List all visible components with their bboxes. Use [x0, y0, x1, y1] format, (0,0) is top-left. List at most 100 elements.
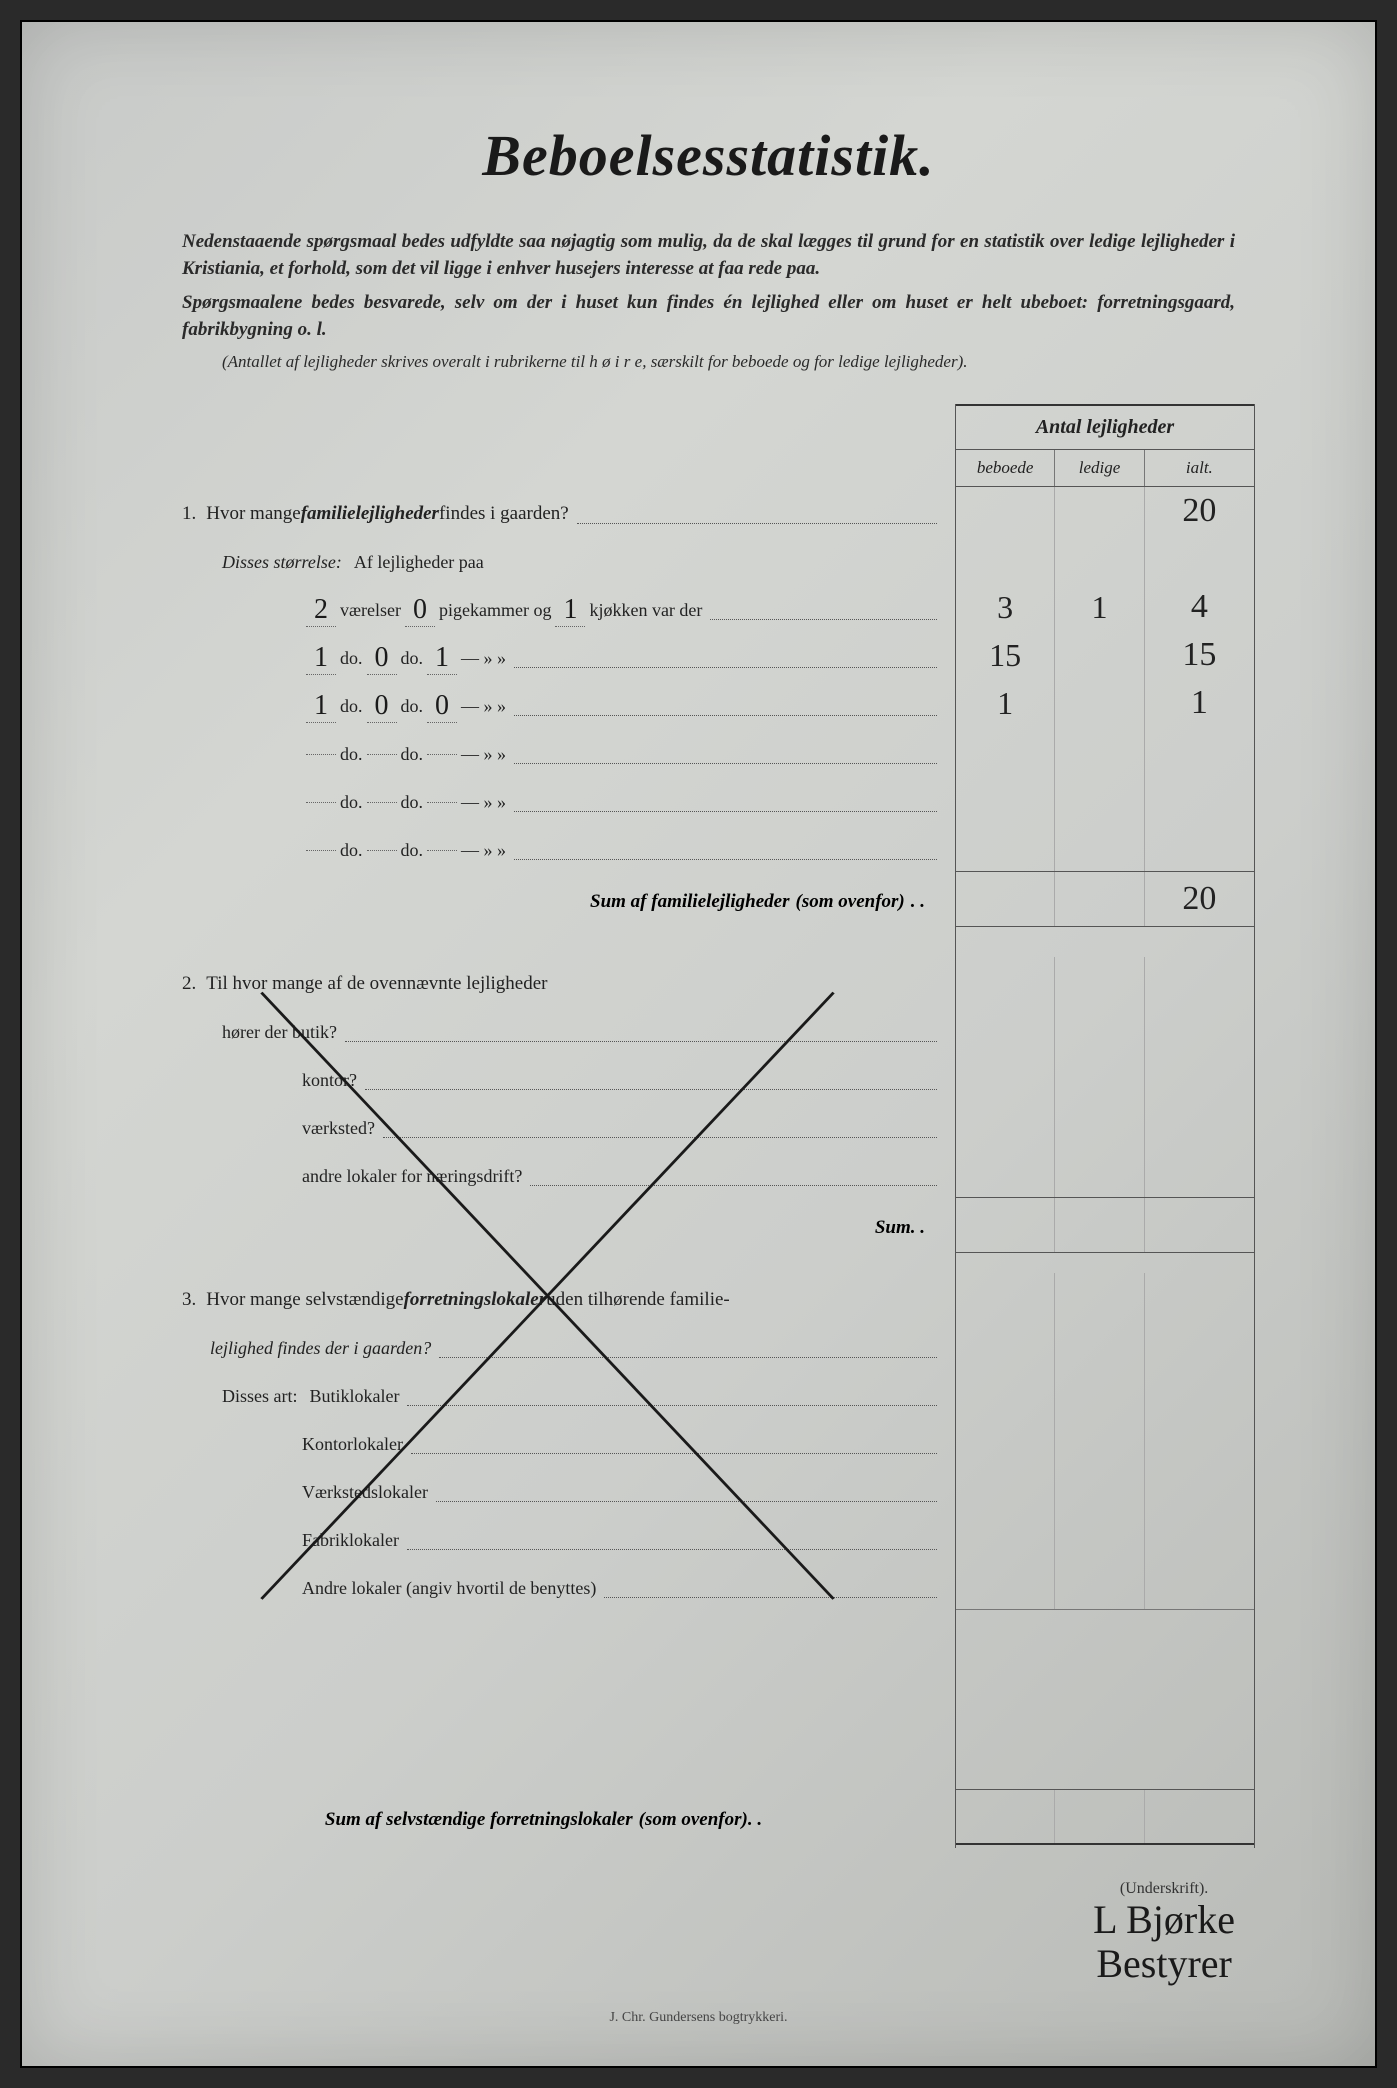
- q3-r0: [956, 1273, 1254, 1321]
- q2-sum-data: [956, 1197, 1254, 1253]
- q1-ialt: 20: [1145, 487, 1254, 535]
- r4-p: [367, 754, 397, 755]
- w-do: do.: [401, 648, 424, 669]
- q2-r3: [956, 1101, 1254, 1149]
- r6-p: [367, 850, 397, 851]
- dot-leader: [514, 763, 937, 764]
- document-page: Beboelsesstatistik. Nedenstaaende spørgs…: [20, 20, 1377, 2068]
- q1-sum-i: 20: [1145, 872, 1254, 926]
- intro-note: (Antallet af lejligheder skrives overalt…: [162, 351, 1255, 374]
- q2-l3: værksted?: [162, 1104, 945, 1152]
- dot-leader: [514, 859, 937, 860]
- r6-k: [427, 850, 457, 851]
- q3-r6: [956, 1561, 1254, 1609]
- r5-v: [306, 802, 336, 803]
- w-do: do.: [340, 744, 363, 765]
- r3-tail: — » »: [461, 696, 506, 717]
- q1-num: 1.: [182, 503, 196, 525]
- signature-line2: Bestyrer: [1093, 1942, 1235, 1986]
- r6-tail: — » »: [461, 840, 506, 861]
- spacer: [956, 535, 1254, 583]
- r3i: 1: [1145, 679, 1254, 727]
- table-subheader: beboede ledige ialt.: [956, 450, 1254, 487]
- r2b: 15: [956, 631, 1055, 679]
- r6-v: [306, 850, 336, 851]
- q3-a: Hvor mange selvstændige: [206, 1289, 403, 1311]
- r3-data: 1 1: [956, 679, 1254, 727]
- dot-leader: [577, 523, 937, 524]
- q1-size-label-line: Disses størrelse: Af lejligheder paa: [162, 538, 945, 586]
- q3-l4: Fabriklokaler: [302, 1530, 399, 1551]
- signature-label: (Underskrift).: [1093, 1880, 1235, 1898]
- content-wrap: 1. Hvor mange familielejligheder findes …: [162, 404, 1255, 1848]
- dot-leader: [345, 1041, 937, 1042]
- table-header: Antal lejligheder: [956, 404, 1254, 450]
- q3-r5: [956, 1513, 1254, 1561]
- q3-sum: Sum af selvstændige forretningslokaler (…: [162, 1792, 945, 1848]
- q1-sum-note: (som ovenfor): [796, 891, 905, 913]
- q1-sum-label: Sum af familielejligheder: [590, 891, 790, 913]
- r5-data: [956, 775, 1254, 823]
- q2-l1: hører der butik?: [162, 1008, 945, 1056]
- r4-k: [427, 754, 457, 755]
- q1-text-a: Hvor mange: [206, 503, 300, 525]
- col-ledige: ledige: [1055, 450, 1144, 486]
- r1i: 4: [1145, 583, 1254, 631]
- q3-r3: [956, 1417, 1254, 1465]
- q2-line: 2. Til hvor mange af de ovennævnte lejli…: [162, 960, 945, 1008]
- q1-bold: familielejligheder: [301, 503, 439, 525]
- r2-p: 0: [367, 642, 397, 675]
- q3-l5: Andre lokaler (angiv hvortil de benyttes…: [302, 1578, 596, 1599]
- dot-leader: [514, 811, 937, 812]
- r1-tail: kjøkken var der: [589, 600, 702, 621]
- col-ialt: ialt.: [1145, 450, 1254, 486]
- q1-size-intro: Af lejligheder paa: [354, 552, 484, 573]
- r1-v: 2: [306, 594, 336, 627]
- dot-leader: [365, 1089, 937, 1090]
- w-do: do.: [340, 792, 363, 813]
- r3-k: 0: [427, 690, 457, 723]
- q3-l4w: Fabriklokaler: [162, 1516, 945, 1564]
- q3-d: lejlighed findes der i gaarden?: [210, 1338, 431, 1359]
- signature-area: (Underskrift). L Bjørke Bestyrer: [1093, 1880, 1235, 1986]
- r4-v: [306, 754, 336, 755]
- r2-data: 15 15: [956, 631, 1254, 679]
- r3b: 1: [956, 679, 1055, 727]
- q1-row-5: do. do. — » »: [162, 778, 945, 826]
- r3-p: 0: [367, 690, 397, 723]
- dot-leader: [514, 715, 937, 716]
- r1-data: 3 1 4: [956, 583, 1254, 631]
- q2-l3-t: værksted?: [302, 1118, 375, 1139]
- dot-leader: [407, 1405, 937, 1406]
- q3-sum-n: (som ovenfor): [639, 1809, 748, 1831]
- q2-l2: kontor?: [162, 1056, 945, 1104]
- dot-leader: [514, 667, 937, 668]
- r2l: [1055, 631, 1144, 679]
- q2-sum: Sum . .: [162, 1200, 945, 1256]
- r3l: [1055, 679, 1144, 727]
- q3-l3: Værkstedslokaler: [302, 1482, 428, 1503]
- q3-sum-l: Sum af selvstændige forretningslokaler: [325, 1809, 633, 1831]
- q1-line: 1. Hvor mange familielejligheder findes …: [162, 490, 945, 538]
- q3-b: forretningslokaler: [404, 1289, 547, 1311]
- w-vaer: værelser: [340, 600, 401, 621]
- q3-l5w: Andre lokaler (angiv hvortil de benyttes…: [162, 1564, 945, 1612]
- q2-text: Til hvor mange af de ovennævnte lejlighe…: [206, 973, 547, 995]
- intro-paragraph-1: Nedenstaaende spørgsmaal bedes udfyldte …: [162, 229, 1255, 282]
- r5-tail: — » »: [461, 792, 506, 813]
- r4-tail: — » »: [461, 744, 506, 765]
- q3-r1: [956, 1321, 1254, 1369]
- q3-r4: [956, 1465, 1254, 1513]
- q1-row-1: 2 værelser 0 pigekammer og 1 kjøkken var…: [162, 586, 945, 634]
- q1-row-2: 1 do. 0 do. 1 — » »: [162, 634, 945, 682]
- q3-c: uden tilhørende familie-: [546, 1289, 730, 1311]
- q1-row-4: do. do. — » »: [162, 730, 945, 778]
- dot-leader: [530, 1185, 937, 1186]
- r3-v: 1: [306, 690, 336, 723]
- r5-p: [367, 802, 397, 803]
- r1l: 1: [1055, 583, 1144, 631]
- q1-row-3: 1 do. 0 do. 0 — » »: [162, 682, 945, 730]
- q3-art-label: Disses art:: [222, 1386, 298, 1407]
- r1-k: 1: [555, 594, 585, 627]
- section-2: 2. Til hvor mange af de ovennævnte lejli…: [162, 960, 945, 1612]
